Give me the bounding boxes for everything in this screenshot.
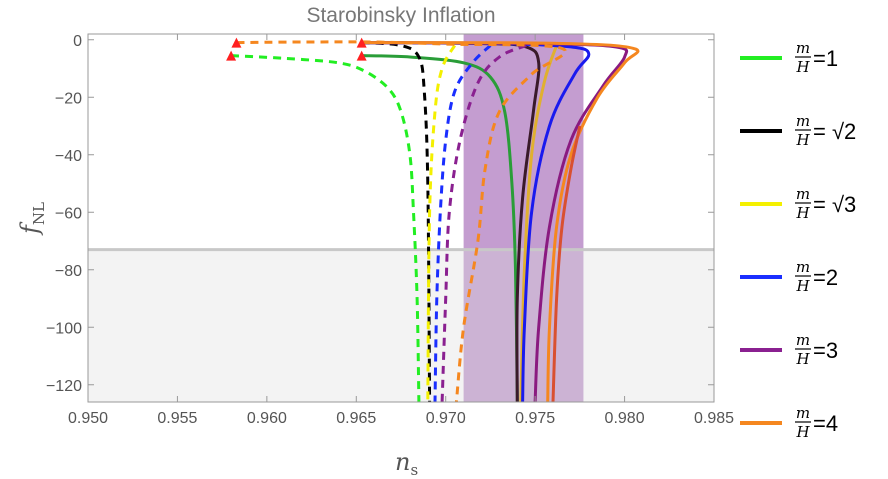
y-tick-label: −120 (46, 378, 82, 395)
legend-entry: mH = √3 (740, 185, 856, 222)
legend-numerator: m (796, 258, 810, 276)
marker-1 (231, 37, 242, 48)
series-green-dashed (231, 54, 421, 402)
x-tick-label: 0.975 (515, 410, 555, 427)
y-axis-ticks: 0 −20 −40 −60 −80 −100 −120 (46, 33, 714, 395)
legend-value: =2 (813, 265, 838, 290)
legend-value: = √3 (813, 192, 856, 217)
x-tick-label: 0.970 (426, 410, 466, 427)
y-tick-label: 0 (73, 33, 82, 50)
legend-value: =1 (813, 46, 838, 71)
y-tick-label: −100 (46, 320, 82, 337)
series-yellow-solid (519, 45, 559, 402)
legend-numerator: m (796, 112, 810, 130)
x-axis-ticks: 0.950 0.955 0.960 0.965 0.970 0.975 0.980 0.985 (68, 34, 734, 427)
fnl-excluded-region (88, 249, 714, 402)
legend-denominator: H (795, 277, 810, 295)
marker-0 (226, 50, 237, 61)
plot-frame (87, 33, 715, 403)
x-tick-label: 0.985 (694, 410, 734, 427)
y-tick-label: −40 (55, 148, 82, 165)
y-axis-title-sub: NL (30, 202, 48, 225)
legend-numerator: m (796, 404, 810, 422)
series-layer (231, 40, 640, 402)
legend-entry: mH =1 (740, 39, 838, 76)
series-yellow-dashed (426, 44, 457, 402)
legend-numerator: m (796, 39, 810, 57)
legend-value: =3 (813, 338, 838, 363)
legend-denominator: H (795, 423, 810, 441)
y-axis-title: fNL (16, 202, 48, 236)
markers-layer (226, 37, 367, 61)
marker-2 (356, 50, 367, 61)
legend-denominator: H (795, 350, 810, 368)
series-purple-dashed (440, 44, 527, 402)
legend-numerator: m (796, 185, 810, 203)
bands-layer (88, 34, 714, 402)
legend-value: =4 (813, 411, 838, 436)
y-tick-label: −60 (55, 205, 82, 222)
series-orange-solid (361, 41, 640, 402)
legend-entry: mH = √2 (740, 112, 856, 149)
chart-title: Starobinsky Inflation (306, 4, 495, 27)
x-tick-label: 0.955 (157, 410, 197, 427)
series-black-dashed (361, 41, 432, 402)
legend-entry: mH =4 (740, 404, 838, 441)
legend-denominator: H (795, 131, 810, 149)
legend-numerator: m (796, 331, 810, 349)
legend-entry: mH =2 (740, 258, 838, 295)
legend-denominator: H (795, 58, 810, 76)
x-tick-label: 0.950 (68, 410, 108, 427)
x-tick-label: 0.965 (336, 410, 376, 427)
x-axis-title-sub: s (410, 461, 418, 479)
series-orange-dashed (236, 40, 567, 402)
legend: mH =1mH = √2mH = √3mH =2mH =3mH =4 (740, 39, 856, 441)
y-tick-label: −20 (55, 90, 82, 107)
legend-entry: mH =3 (740, 331, 838, 368)
plot-border (87, 33, 715, 403)
x-axis-title-main: n (395, 448, 410, 476)
x-axis-title: ns (395, 448, 418, 479)
series-green-solid (361, 54, 519, 402)
y-tick-label: −80 (55, 263, 82, 280)
marker-3 (356, 37, 367, 48)
legend-value: = √2 (813, 119, 856, 144)
series-red-solid (551, 125, 582, 402)
x-tick-label: 0.960 (247, 410, 287, 427)
legend-denominator: H (795, 204, 810, 222)
x-tick-label: 0.980 (605, 410, 645, 427)
